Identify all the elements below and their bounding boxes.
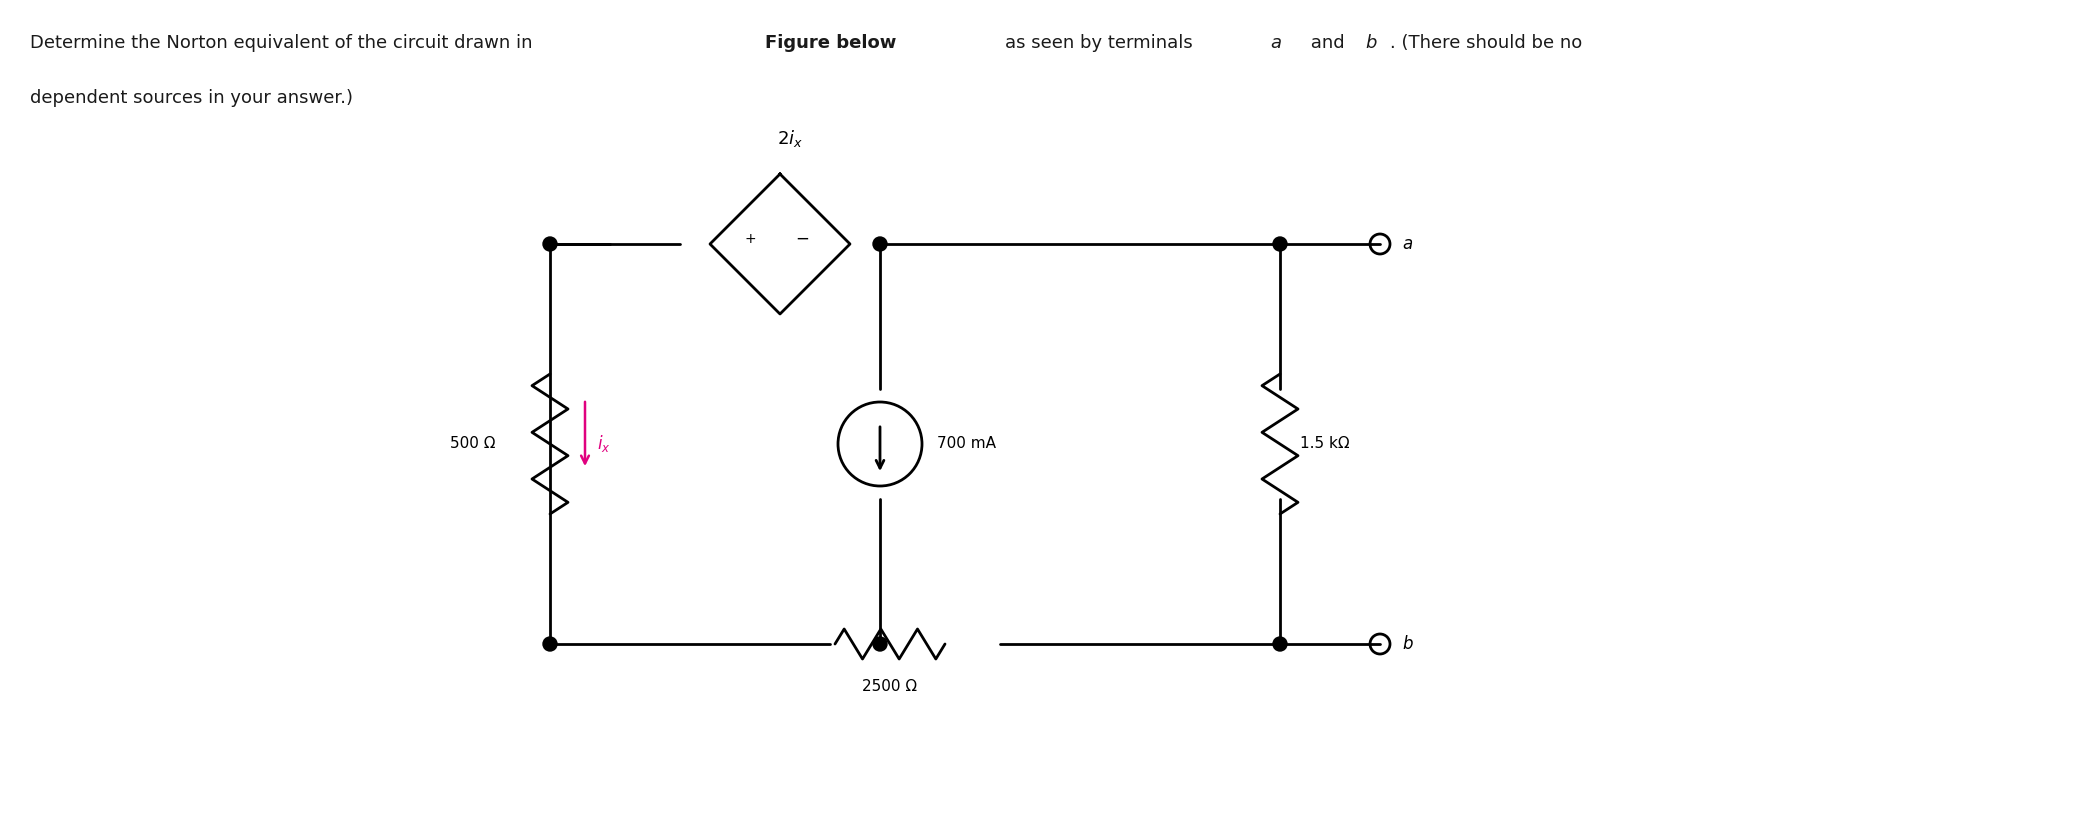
Circle shape — [1274, 637, 1286, 651]
Text: b: b — [1402, 635, 1412, 653]
Text: 1.5 kΩ: 1.5 kΩ — [1301, 437, 1349, 452]
Circle shape — [543, 637, 557, 651]
Text: b: b — [1366, 34, 1376, 52]
Text: −: − — [796, 230, 809, 248]
Text: . (There should be no: . (There should be no — [1389, 34, 1582, 52]
Text: Figure below: Figure below — [765, 34, 897, 52]
Circle shape — [543, 237, 557, 251]
Text: $2i_x$: $2i_x$ — [777, 128, 802, 149]
Text: dependent sources in your answer.): dependent sources in your answer.) — [29, 89, 352, 107]
Text: Determine the Norton equivalent of the circuit drawn in: Determine the Norton equivalent of the c… — [29, 34, 538, 52]
Circle shape — [874, 237, 886, 251]
Text: 700 mA: 700 mA — [936, 437, 995, 452]
Text: a: a — [1402, 235, 1412, 253]
Circle shape — [874, 637, 886, 651]
Text: +: + — [744, 232, 756, 246]
Text: 2500 Ω: 2500 Ω — [863, 679, 918, 694]
Text: as seen by terminals: as seen by terminals — [1006, 34, 1198, 52]
Text: a: a — [1270, 34, 1280, 52]
Text: $i_x$: $i_x$ — [597, 433, 610, 455]
Text: 500 Ω: 500 Ω — [450, 437, 494, 452]
Text: and: and — [1305, 34, 1351, 52]
Circle shape — [1274, 237, 1286, 251]
